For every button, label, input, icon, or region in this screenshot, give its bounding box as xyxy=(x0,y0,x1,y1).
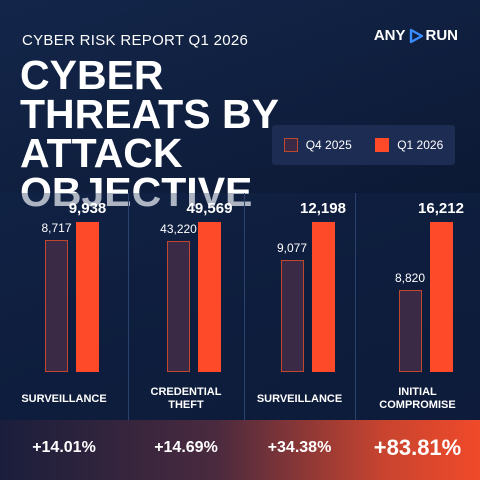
change-label: +83.81% xyxy=(373,435,462,460)
value-label: 16,212 xyxy=(418,200,464,217)
logo-text: ANY xyxy=(373,27,406,44)
value-label: 49,569 xyxy=(186,200,233,217)
change-label: +14.01% xyxy=(32,439,96,456)
legend-swatch xyxy=(283,138,298,152)
divider xyxy=(244,193,245,420)
divider xyxy=(355,193,356,420)
divider xyxy=(128,193,129,420)
bar xyxy=(198,222,221,372)
bar xyxy=(398,290,422,372)
bar xyxy=(167,241,190,372)
bar xyxy=(280,260,304,372)
category-label: SURVEILLANCE xyxy=(21,392,107,405)
legend-label: Q4 2025 xyxy=(305,138,352,152)
legend-item: Q4 2025 xyxy=(283,138,352,152)
logo-icon xyxy=(409,28,423,43)
bar xyxy=(76,222,99,372)
category-label: CREDENTIAL THEFT xyxy=(150,386,222,411)
title: CYBER THREATS BY ATTACK OBJECTIVE xyxy=(20,52,279,215)
legend: Q4 2025 Q1 2026 xyxy=(272,125,455,165)
value-label: 12,198 xyxy=(300,200,346,217)
value-label: 43,220 xyxy=(160,222,197,237)
value-label: 8,820 xyxy=(394,271,426,286)
category-label: SURVEILLANCE xyxy=(256,392,343,405)
subtitle: CYBER RISK REPORT Q1 2026 xyxy=(22,32,249,49)
category-label: INITIAL COMPROMISE xyxy=(379,386,456,411)
legend-label: Q1 2026 xyxy=(397,138,444,152)
value-label: 8,717 xyxy=(41,221,72,236)
bar xyxy=(45,240,68,372)
logo: ANY RUN xyxy=(374,27,458,44)
change-label: +34.38% xyxy=(267,439,332,456)
bar xyxy=(429,222,453,372)
change-label: +14.69% xyxy=(154,439,218,456)
value-label: 9,938 xyxy=(68,200,107,217)
change-row xyxy=(0,420,480,480)
legend-item: Q1 2026 xyxy=(375,138,443,152)
value-label: 9,077 xyxy=(276,241,308,256)
logo-text: RUN xyxy=(425,27,459,44)
legend-swatch xyxy=(375,138,390,152)
bar xyxy=(311,222,335,372)
